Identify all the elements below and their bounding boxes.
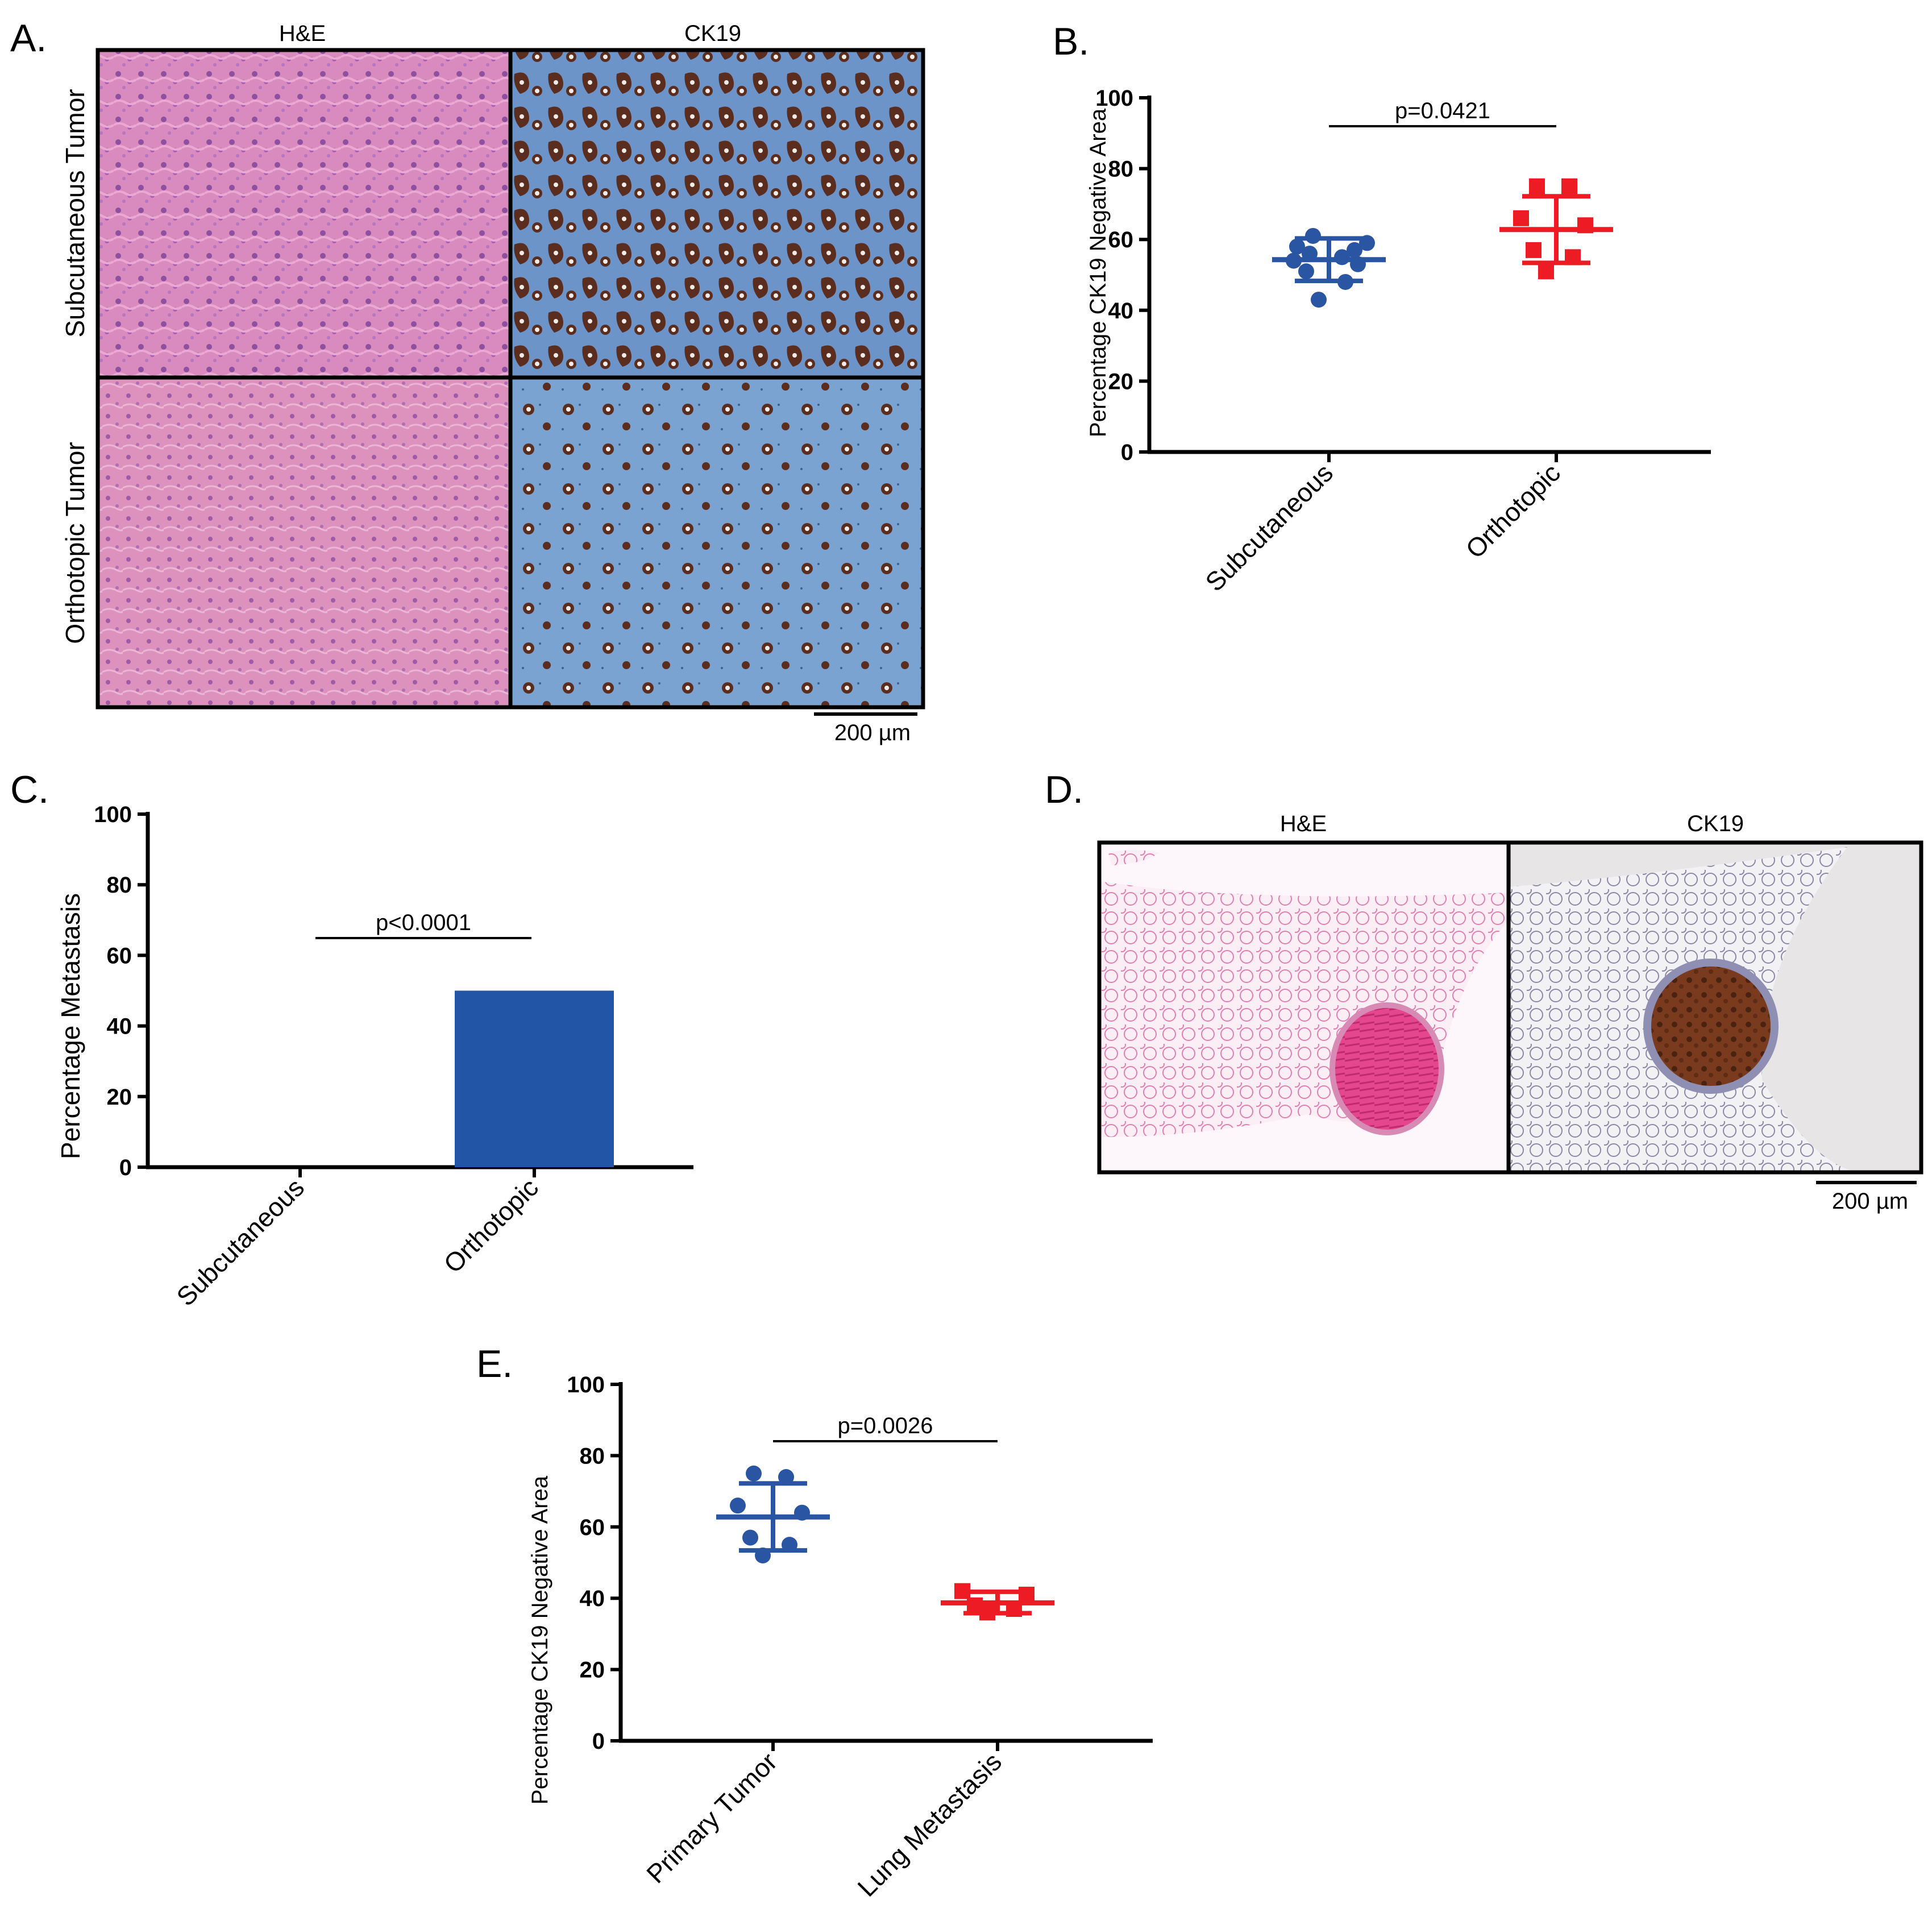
panel-a-scale-label: 200 µm bbox=[834, 720, 911, 745]
y-tick-label: 60 bbox=[107, 943, 132, 968]
data-point bbox=[1298, 263, 1314, 280]
panel-a-letter: A. bbox=[10, 16, 47, 60]
y-tick-label: 40 bbox=[580, 1586, 605, 1611]
data-point bbox=[1350, 256, 1366, 272]
data-point bbox=[1286, 252, 1302, 269]
panel-a-row-title-orthotopic: Orthotopic Tumor bbox=[60, 442, 90, 644]
panel-d-col-title-he: H&E bbox=[1280, 811, 1327, 836]
panel-d-col-title-ck19: CK19 bbox=[1687, 811, 1744, 836]
y-tick-label: 0 bbox=[119, 1155, 132, 1180]
p-value-label: p<0.0001 bbox=[376, 910, 471, 935]
chart-c-ylabel: Percentage Metastasis bbox=[56, 893, 85, 1159]
data-point bbox=[1359, 235, 1375, 251]
panel-a-col-title-he: H&E bbox=[279, 21, 326, 46]
panel-a-micrograph-grid bbox=[95, 48, 925, 710]
y-tick-label: 0 bbox=[1121, 440, 1133, 465]
data-point bbox=[1305, 227, 1321, 244]
data-point bbox=[746, 1465, 762, 1482]
chart-e: E. Percentage CK19 Negative Area 0 20 40 60… bbox=[476, 1342, 1153, 1902]
y-tick-label: 100 bbox=[567, 1372, 605, 1397]
data-point bbox=[1561, 178, 1577, 194]
data-point bbox=[1289, 238, 1305, 255]
data-point bbox=[782, 1537, 797, 1553]
data-point bbox=[1526, 242, 1542, 258]
data-point bbox=[1302, 246, 1318, 262]
y-tick-label: 100 bbox=[94, 802, 132, 827]
chart-b: B. Percentage CK19 Negative Area 0 20 40 60… bbox=[1053, 20, 1711, 597]
y-tick-label: 40 bbox=[107, 1014, 132, 1039]
panel-c-letter: C. bbox=[10, 768, 49, 811]
data-point bbox=[1006, 1601, 1022, 1617]
chart-b-ylabel: Percentage CK19 Negative Area bbox=[1086, 108, 1111, 437]
data-point bbox=[1565, 249, 1581, 266]
y-tick-label: 20 bbox=[107, 1085, 132, 1110]
y-tick-label: 80 bbox=[107, 873, 132, 898]
y-tick-label: 0 bbox=[592, 1729, 605, 1754]
data-point bbox=[1337, 273, 1353, 290]
bar bbox=[455, 990, 614, 1167]
panel-d-letter: D. bbox=[1045, 768, 1083, 811]
data-point bbox=[1538, 263, 1554, 280]
data-point bbox=[1019, 1586, 1034, 1603]
panel-a-row-title-subcutaneous: Subcutaneous Tumor bbox=[60, 89, 90, 337]
y-tick-label: 20 bbox=[580, 1658, 605, 1683]
micrograph-he-orthotopic bbox=[98, 377, 510, 707]
data-point bbox=[730, 1497, 746, 1514]
micrograph-ck19-orthotopic bbox=[510, 377, 923, 707]
data-point bbox=[1577, 217, 1593, 234]
y-tick-label: 80 bbox=[580, 1443, 605, 1468]
data-point bbox=[742, 1529, 758, 1546]
data-point bbox=[1513, 210, 1529, 226]
x-category-label: Orthotopic bbox=[1460, 458, 1566, 564]
y-tick-label: 60 bbox=[1108, 227, 1134, 252]
data-point bbox=[755, 1547, 771, 1563]
chart-c: C. Percentage Metastasis 0 20 40 60 80 100 Sub… bbox=[10, 768, 693, 1312]
data-point bbox=[967, 1597, 983, 1613]
panel-d-scale-label: 200 µm bbox=[1832, 1189, 1908, 1214]
p-value-label: p=0.0026 bbox=[838, 1413, 933, 1438]
panel-b-letter: B. bbox=[1053, 20, 1089, 63]
panel-a-col-title-ck19: CK19 bbox=[684, 21, 741, 46]
y-tick-label: 80 bbox=[1108, 157, 1134, 182]
x-category-label: Subcutaneous bbox=[1199, 458, 1339, 597]
x-category-label: Lung Metastasis bbox=[851, 1747, 1007, 1902]
data-point bbox=[1311, 292, 1327, 308]
data-point bbox=[794, 1504, 810, 1521]
micrograph-he-subcutaneous bbox=[98, 50, 510, 377]
data-point bbox=[778, 1469, 794, 1486]
chart-e-ylabel: Percentage CK19 Negative Area bbox=[527, 1475, 552, 1804]
x-category-label: Subcutaneous bbox=[171, 1172, 310, 1312]
data-point bbox=[1347, 242, 1362, 258]
data-point bbox=[1334, 249, 1350, 266]
panel-d-micrograph-grid bbox=[1097, 840, 1923, 1175]
data-point bbox=[1529, 178, 1545, 194]
y-tick-label: 20 bbox=[1108, 369, 1134, 394]
micrograph-ck19-subcutaneous bbox=[510, 50, 923, 377]
x-category-label: Primary Tumor bbox=[641, 1747, 783, 1889]
x-category-label: Orthotopic bbox=[438, 1172, 544, 1279]
panel-e-letter: E. bbox=[476, 1342, 513, 1385]
y-tick-label: 40 bbox=[1108, 298, 1134, 323]
y-tick-label: 60 bbox=[580, 1515, 605, 1540]
y-tick-label: 100 bbox=[1095, 86, 1133, 111]
data-point bbox=[954, 1583, 970, 1599]
p-value-label: p=0.0421 bbox=[1395, 98, 1490, 123]
